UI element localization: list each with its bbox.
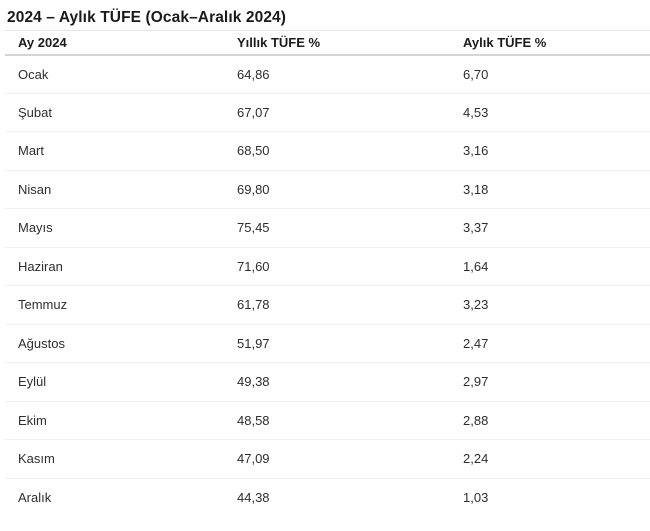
month-cell: Ocak xyxy=(18,66,49,82)
monthly-cpi-cell: 1,03 xyxy=(463,490,489,505)
table-row: Nisan 69,80 3,18 xyxy=(5,170,650,209)
month-cell: Ekim xyxy=(18,412,47,428)
annual-cpi-cell: 47,09 xyxy=(237,451,270,467)
month-cell: Şubat xyxy=(18,104,52,120)
table-row: Kasım 47,09 2,24 xyxy=(5,440,650,478)
month-cell: Kasım xyxy=(18,451,55,467)
month-cell: Mart xyxy=(18,143,44,159)
column-header-monthly-cpi: Aylık TÜFE % xyxy=(463,34,547,50)
table-row: Temmuz 61,78 3,23 xyxy=(5,286,650,324)
month-cell: Eylül xyxy=(18,374,47,390)
annual-cpi-cell: 68,50 xyxy=(237,143,270,159)
table-row: Ocak 64,86 6,70 xyxy=(5,55,650,93)
monthly-cpi-cell: 3,23 xyxy=(463,297,489,313)
annual-cpi-cell: 71,60 xyxy=(237,258,270,274)
annual-cpi-cell: 64,86 xyxy=(237,66,270,82)
table-row: Mart 68,50 3,16 xyxy=(5,132,650,170)
monthly-cpi-cell: 2,97 xyxy=(463,374,489,390)
monthly-cpi-cell: 4,53 xyxy=(463,104,489,120)
table-header-row: Ay 2024 Yıllık TÜFE % Aylık TÜFE % xyxy=(5,30,650,55)
annual-cpi-cell: 67,07 xyxy=(237,104,270,120)
annual-cpi-cell: 75,45 xyxy=(237,220,270,236)
month-cell: Ağustos xyxy=(18,335,65,351)
table-header: Ay 2024 Yıllık TÜFE % Aylık TÜFE % xyxy=(5,30,650,55)
monthly-cpi-cell: 2,47 xyxy=(463,335,489,351)
month-cell: Temmuz xyxy=(18,297,68,313)
table-row: Eylül 49,38 2,97 xyxy=(5,363,650,401)
monthly-cpi-cell: 6,70 xyxy=(463,66,489,82)
table-body: Ocak 64,86 6,70 Şubat 67,07 4,53 Mart 68,50 3,16… xyxy=(5,55,650,517)
month-cell: Aralık xyxy=(18,490,52,505)
column-header-annual-cpi: Yıllık TÜFE % xyxy=(237,34,321,50)
tufe-table: Ay 2024 Yıllık TÜFE % Aylık TÜFE % Ocak 6… xyxy=(5,30,650,517)
table-row: Mayıs 75,45 3,37 xyxy=(5,209,650,247)
table-row: Şubat 67,07 4,53 xyxy=(5,93,650,132)
table-row: Haziran 71,60 1,64 xyxy=(5,247,650,286)
month-cell: Haziran xyxy=(18,258,63,274)
table-row: Ekim 48,58 2,88 xyxy=(5,401,650,440)
monthly-cpi-cell: 2,88 xyxy=(463,412,489,428)
table-row: Ağustos 51,97 2,47 xyxy=(5,324,650,363)
annual-cpi-cell: 69,80 xyxy=(237,181,270,197)
annual-cpi-cell: 44,38 xyxy=(237,490,270,505)
monthly-cpi-cell: 3,37 xyxy=(463,220,489,236)
monthly-cpi-cell: 1,64 xyxy=(463,258,489,274)
month-cell: Mayıs xyxy=(18,220,53,236)
monthly-cpi-cell: 3,18 xyxy=(463,181,489,197)
page-title: 2024 – Aylık TÜFE (Ocak–Aralık 2024) xyxy=(7,9,287,26)
annual-cpi-cell: 49,38 xyxy=(237,374,270,390)
annual-cpi-cell: 48,58 xyxy=(237,412,270,428)
annual-cpi-cell: 61,78 xyxy=(237,297,270,313)
month-cell: Nisan xyxy=(18,181,52,197)
monthly-cpi-cell: 2,24 xyxy=(463,451,489,467)
column-header-month: Ay 2024 xyxy=(18,34,67,50)
monthly-cpi-cell: 3,16 xyxy=(463,143,489,159)
table-row: Aralık 44,38 1,03 xyxy=(5,478,650,517)
annual-cpi-cell: 51,97 xyxy=(237,335,270,351)
